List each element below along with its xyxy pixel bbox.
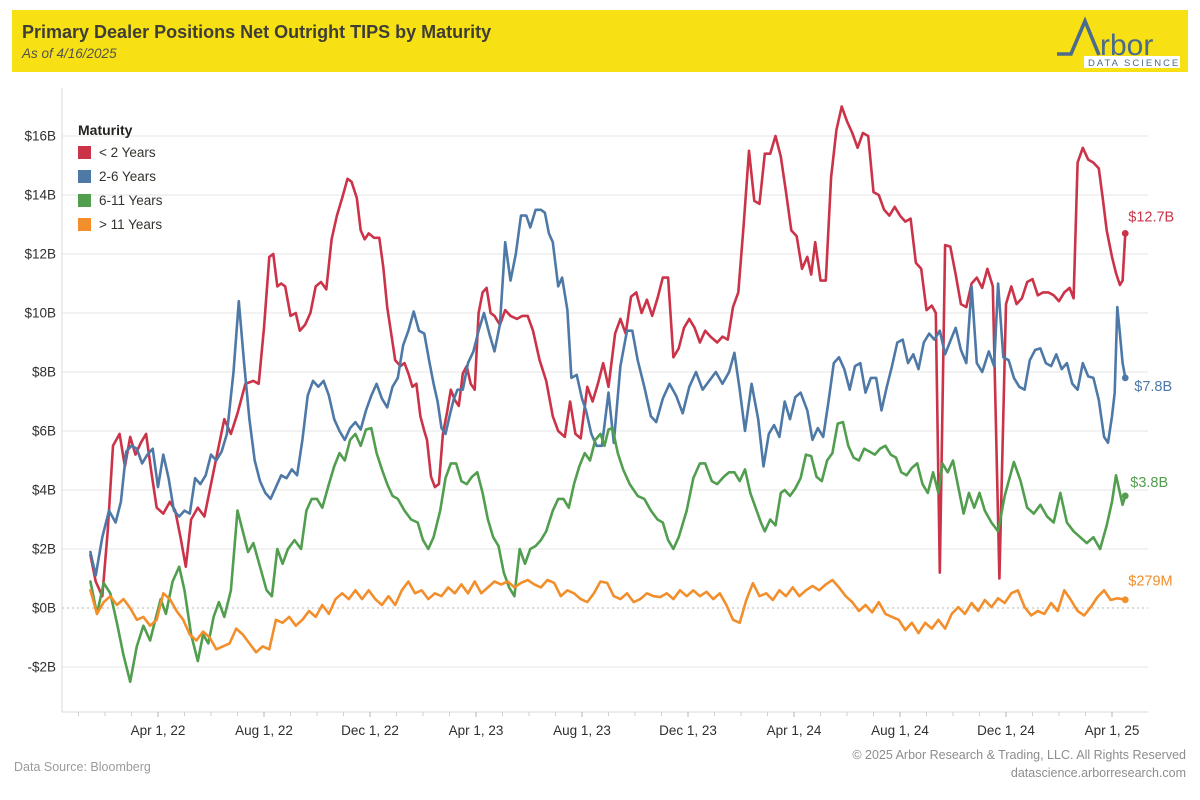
x-axis-tick-label: Aug 1, 22 xyxy=(235,723,293,738)
copyright-text: © 2025 Arbor Research & Trading, LLC. Al… xyxy=(852,748,1186,762)
series-end-dot-gt-11-years xyxy=(1121,596,1129,604)
arbor-data-science-logo: rbor DATA SCIENCE xyxy=(1057,16,1180,68)
x-axis-tick-label: Dec 1, 22 xyxy=(341,723,399,738)
legend-item-lt-2-years[interactable]: < 2 Years xyxy=(78,145,163,160)
x-axis-tick-label: Aug 1, 24 xyxy=(871,723,929,738)
y-axis-tick-label: $12B xyxy=(24,247,56,262)
y-axis-tick-label: $8B xyxy=(32,365,56,380)
header-text-block: Primary Dealer Positions Net Outright TI… xyxy=(12,21,1054,61)
series-end-dot-2-6-years xyxy=(1121,374,1129,382)
footer-right: © 2025 Arbor Research & Trading, LLC. Al… xyxy=(852,746,1186,782)
legend-item-gt-11-years[interactable]: > 11 Years xyxy=(78,217,163,232)
y-axis-tick-label: $14B xyxy=(24,188,56,203)
series-end-label-2-6-years: $7.8B xyxy=(1134,379,1172,395)
x-axis-tick-label: Dec 1, 24 xyxy=(977,723,1035,738)
y-axis-tick-label: $2B xyxy=(32,542,56,557)
x-axis-tick-label: Dec 1, 23 xyxy=(659,723,717,738)
series-end-label-gt-11-years: $279M xyxy=(1128,574,1172,590)
y-axis-tick-label: $0B xyxy=(32,601,56,616)
x-axis-tick-label: Apr 1, 22 xyxy=(131,723,186,738)
header-banner: Primary Dealer Positions Net Outright TI… xyxy=(12,10,1188,72)
series-line-6-11-years xyxy=(89,420,1127,684)
series-line-gt-11-years xyxy=(89,578,1127,654)
legend-label: 6-11 Years xyxy=(99,193,163,208)
legend-item-2-6-years[interactable]: 2-6 Years xyxy=(78,169,163,184)
logo-tagline-text: DATA SCIENCE xyxy=(1088,58,1180,68)
y-axis-tick-label: $4B xyxy=(32,483,56,498)
series-end-dot-lt-2-years xyxy=(1121,229,1129,237)
legend-swatch-2-6-years xyxy=(78,170,91,183)
x-axis-tick-label: Apr 1, 23 xyxy=(449,723,504,738)
y-axis-tick-label: $16B xyxy=(24,129,56,144)
legend-title: Maturity xyxy=(78,122,133,138)
series-line-2-6-years xyxy=(89,208,1127,577)
legend-label: > 11 Years xyxy=(99,217,163,232)
logo-mountain-icon xyxy=(1057,16,1101,56)
legend: Maturity < 2 Years 2-6 Years 6-11 Years > 1… xyxy=(78,122,163,241)
legend-label: 2-6 Years xyxy=(99,169,157,184)
website-text: datascience.arborresearch.com xyxy=(1010,766,1186,781)
y-axis-tick-label: $10B xyxy=(24,306,56,321)
x-axis-tick-label: Apr 1, 25 xyxy=(1085,723,1140,738)
series-end-label-lt-2-years: $12.7B xyxy=(1128,209,1174,225)
page-title: Primary Dealer Positions Net Outright TI… xyxy=(22,22,492,43)
legend-label: < 2 Years xyxy=(99,145,156,160)
logo-tagline-bg xyxy=(1084,56,1180,68)
y-axis-tick-label: -$2B xyxy=(27,660,56,675)
legend-swatch-gt-11-years xyxy=(78,218,91,231)
page-subtitle: As of 4/16/2025 xyxy=(22,45,117,61)
legend-swatch-6-11-years xyxy=(78,194,91,207)
x-axis-tick-label: Apr 1, 24 xyxy=(767,723,822,738)
series-line-lt-2-years xyxy=(89,105,1127,598)
y-axis-tick-label: $6B xyxy=(32,424,56,439)
data-source-note: Data Source: Bloomberg xyxy=(14,760,151,774)
series-end-dot-6-11-years xyxy=(1121,492,1129,500)
x-axis-tick-label: Aug 1, 23 xyxy=(553,723,611,738)
legend-swatch-lt-2-years xyxy=(78,146,91,159)
series-end-label-6-11-years: $3.8B xyxy=(1130,475,1168,491)
legend-item-6-11-years[interactable]: 6-11 Years xyxy=(78,193,163,208)
